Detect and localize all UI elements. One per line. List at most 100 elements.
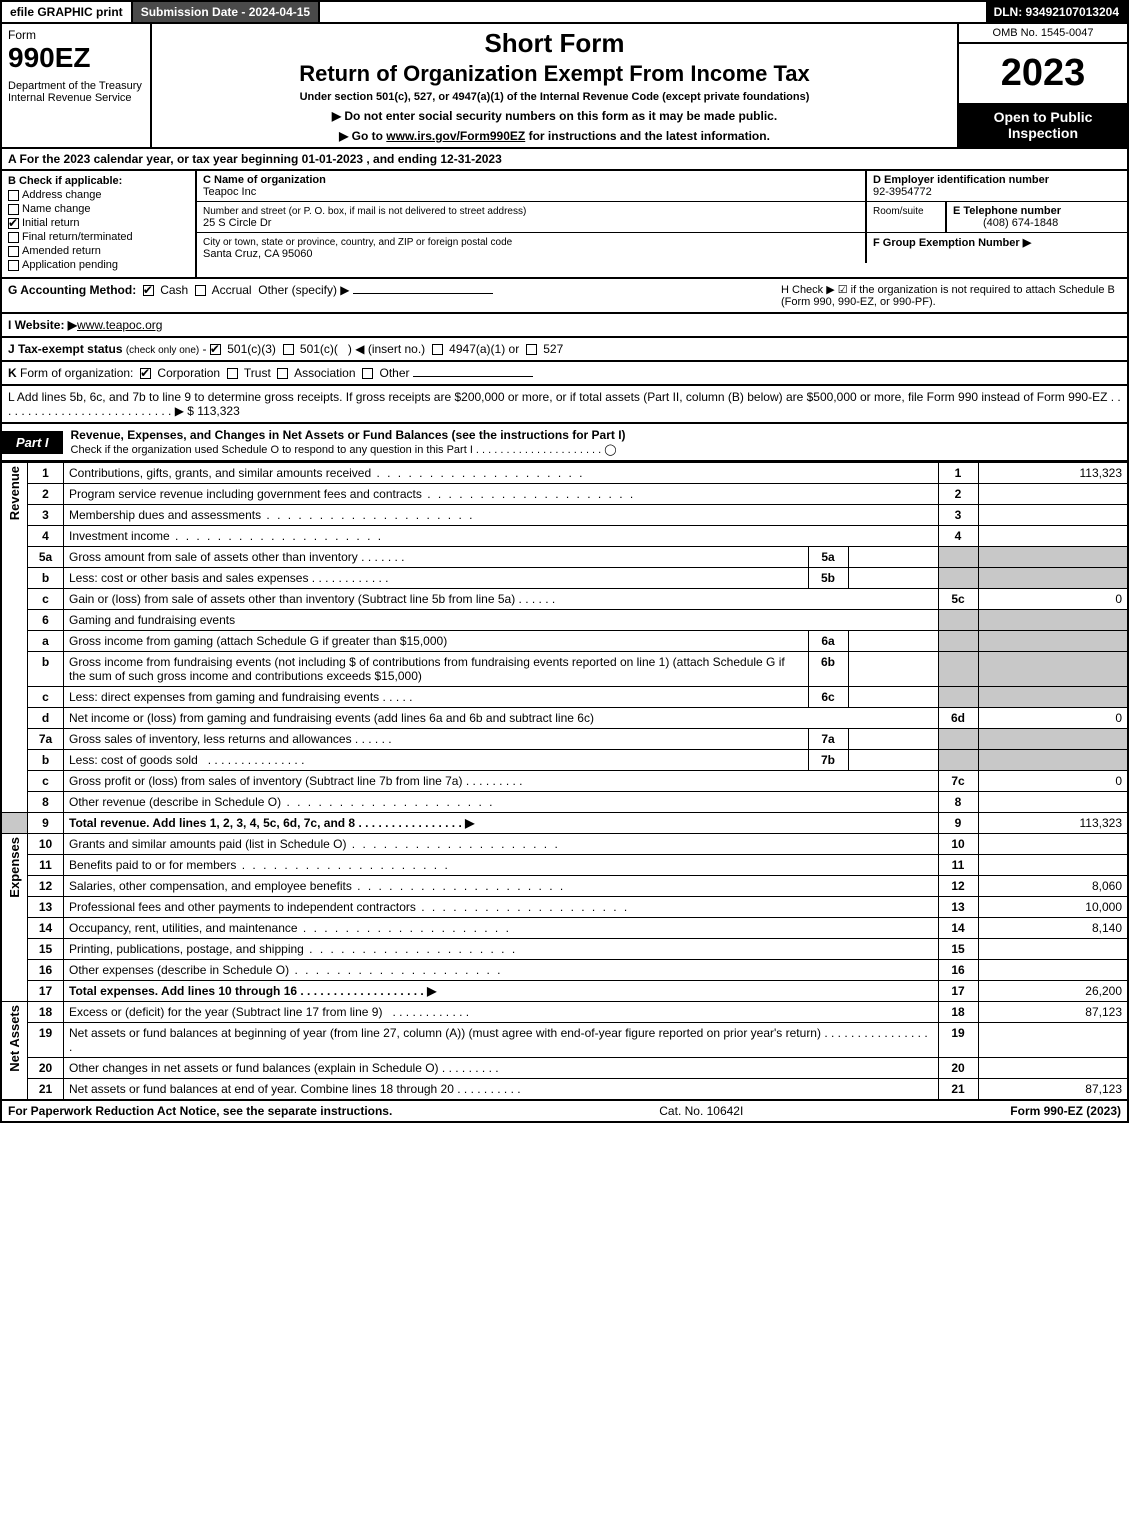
line-10-desc: Grants and similar amounts paid (list in… <box>69 837 346 851</box>
website-value[interactable]: www.teapoc.org <box>77 318 162 332</box>
line-1-amt: 113,323 <box>978 463 1128 484</box>
revenue-section-label: Revenue <box>1 463 28 813</box>
line-20-desc: Other changes in net assets or fund bala… <box>69 1061 439 1075</box>
527-checkbox[interactable] <box>526 344 537 355</box>
department-label: Department of the Treasury Internal Reve… <box>8 80 144 104</box>
line-14-num: 14 <box>28 918 64 939</box>
line-4-num: 4 <box>28 526 64 547</box>
other-specify-label: Other (specify) ▶ <box>258 283 349 297</box>
amended-return-label: Amended return <box>22 245 101 257</box>
line-6b-subval <box>848 652 938 687</box>
line-11-amt <box>978 855 1128 876</box>
line-1-num: 1 <box>28 463 64 484</box>
line-6a-sub: 6a <box>808 631 848 652</box>
city-cell: City or town, state or province, country… <box>197 233 867 263</box>
line-4-col: 4 <box>938 526 978 547</box>
other-org-checkbox[interactable] <box>362 368 373 379</box>
initial-return-label: Initial return <box>22 217 79 229</box>
application-pending-label: Application pending <box>22 259 118 271</box>
box-b-through-f: B Check if applicable: Address change Na… <box>0 171 1129 279</box>
form-number: 990EZ <box>8 42 144 74</box>
row-g-h: G Accounting Method: Cash Accrual Other … <box>0 279 1129 314</box>
lines-table: Revenue 1 Contributions, gifts, grants, … <box>0 462 1129 1101</box>
accrual-checkbox[interactable] <box>195 285 206 296</box>
trust-checkbox[interactable] <box>227 368 238 379</box>
line-6c-sub: 6c <box>808 687 848 708</box>
line-16-amt <box>978 960 1128 981</box>
line-9-col: 9 <box>938 813 978 834</box>
line-5a-grey <box>938 547 978 568</box>
footer-form-ref: Form 990-EZ (2023) <box>1010 1104 1121 1118</box>
association-checkbox[interactable] <box>277 368 288 379</box>
line-13-col: 13 <box>938 897 978 918</box>
line-2-desc: Program service revenue including govern… <box>69 487 422 501</box>
footer-cat-no: Cat. No. 10642I <box>392 1104 1010 1118</box>
line-15-desc: Printing, publications, postage, and shi… <box>69 942 304 956</box>
line-5c-desc: Gain or (loss) from sale of assets other… <box>69 592 515 606</box>
line-17-num: 17 <box>28 981 64 1002</box>
line-7c-amt: 0 <box>978 771 1128 792</box>
footer-left: For Paperwork Reduction Act Notice, see … <box>8 1104 392 1118</box>
goto-prefix: ▶ Go to <box>339 129 386 143</box>
line-6b-amt-grey <box>978 652 1128 687</box>
row-k: K Form of organization: Corporation Trus… <box>0 362 1129 386</box>
line-6d-num: d <box>28 708 64 729</box>
line-17-desc: Total expenses. Add lines 10 through 16 … <box>69 984 436 998</box>
line-7a-num: 7a <box>28 729 64 750</box>
name-change-label: Name change <box>22 203 91 215</box>
box-f: F Group Exemption Number ▶ <box>867 233 1127 263</box>
line-5b-subval <box>848 568 938 589</box>
cash-label: Cash <box>160 283 188 297</box>
line-20-amt <box>978 1058 1128 1079</box>
tax-year: 2023 <box>959 44 1127 103</box>
line-21-num: 21 <box>28 1079 64 1101</box>
line-5b-num: b <box>28 568 64 589</box>
line-14-desc: Occupancy, rent, utilities, and maintena… <box>69 921 298 935</box>
header-middle: Short Form Return of Organization Exempt… <box>152 24 957 147</box>
line-3-desc: Membership dues and assessments <box>69 508 261 522</box>
box-c-d-e-f: C Name of organization Teapoc Inc D Empl… <box>197 171 1127 277</box>
part-i-bar: Part I Revenue, Expenses, and Changes in… <box>0 424 1129 462</box>
line-8-num: 8 <box>28 792 64 813</box>
final-return-checkbox[interactable] <box>8 232 19 243</box>
line-6-desc: Gaming and fundraising events <box>64 610 939 631</box>
address-value: 25 S Circle Dr <box>203 217 271 229</box>
open-to-public: Open to Public Inspection <box>959 103 1127 147</box>
line-15-amt <box>978 939 1128 960</box>
line-21-col: 21 <box>938 1079 978 1101</box>
line-11-num: 11 <box>28 855 64 876</box>
line-1-col: 1 <box>938 463 978 484</box>
efile-print-label[interactable]: efile GRAPHIC print <box>2 2 133 22</box>
telephone-value: (408) 674-1848 <box>953 217 1058 229</box>
revenue-bottom-spacer <box>1 813 28 834</box>
row-h: H Check ▶ ☑ if the organization is not r… <box>781 283 1121 308</box>
line-17-col: 17 <box>938 981 978 1002</box>
submission-date: Submission Date - 2024-04-15 <box>133 2 320 22</box>
page-footer: For Paperwork Reduction Act Notice, see … <box>0 1101 1129 1123</box>
irs-link[interactable]: www.irs.gov/Form990EZ <box>386 129 525 143</box>
amended-return-checkbox[interactable] <box>8 246 19 257</box>
line-7b-desc: Less: cost of goods sold <box>69 753 198 767</box>
line-2-amt <box>978 484 1128 505</box>
line-5b-sub: 5b <box>808 568 848 589</box>
dln-label: DLN: 93492107013204 <box>986 2 1127 22</box>
initial-return-checkbox[interactable] <box>8 218 19 229</box>
corporation-checkbox[interactable] <box>140 368 151 379</box>
application-pending-checkbox[interactable] <box>8 260 19 271</box>
line-19-desc: Net assets or fund balances at beginning… <box>69 1026 821 1040</box>
line-9-desc: Total revenue. Add lines 1, 2, 3, 4, 5c,… <box>69 816 474 830</box>
501c-checkbox[interactable] <box>283 344 294 355</box>
box-b: B Check if applicable: Address change Na… <box>2 171 197 277</box>
line-7a-amt-grey <box>978 729 1128 750</box>
name-change-checkbox[interactable] <box>8 204 19 215</box>
501c3-checkbox[interactable] <box>210 344 221 355</box>
line-6-amt-grey <box>978 610 1128 631</box>
line-21-amt: 87,123 <box>978 1079 1128 1101</box>
address-change-checkbox[interactable] <box>8 190 19 201</box>
line-9-amt: 113,323 <box>978 813 1128 834</box>
cash-checkbox[interactable] <box>143 285 154 296</box>
4947-checkbox[interactable] <box>432 344 443 355</box>
line-7a-desc: Gross sales of inventory, less returns a… <box>69 732 352 746</box>
line-9-num: 9 <box>28 813 64 834</box>
line-5a-amt-grey <box>978 547 1128 568</box>
